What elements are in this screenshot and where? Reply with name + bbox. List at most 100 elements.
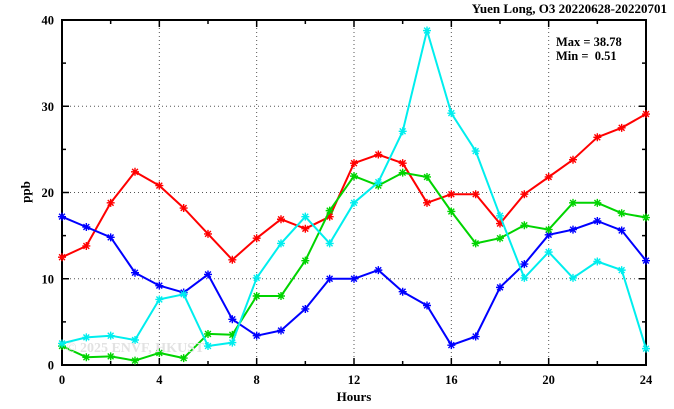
- x-tick-label-16: 16: [445, 373, 458, 387]
- series-cyan-marker-h17: [471, 147, 480, 156]
- tick-labels: 0 4 8 12 16 20 24 0 10 20 30 40: [42, 14, 654, 388]
- series-blue-marker-h2: [106, 233, 115, 242]
- series-green-marker-h3: [131, 356, 139, 365]
- series-blue-marker-h7: [228, 315, 237, 324]
- x-axis-label: Hours: [337, 389, 372, 404]
- series-blue-marker-h24: [642, 256, 650, 265]
- series-red-marker-h16: [447, 190, 456, 199]
- series-cyan-marker-h9: [277, 239, 285, 248]
- series-red-marker-h11: [325, 212, 334, 221]
- series-cyan-marker-h18: [496, 211, 504, 220]
- y-tick-label-0: 0: [48, 359, 54, 373]
- series-blue-marker-h4: [155, 281, 164, 290]
- series-green-marker-h7: [228, 330, 237, 339]
- series-red-marker-h2: [106, 198, 115, 207]
- series-red-marker-h9: [277, 215, 285, 224]
- y-tick-label-10: 10: [42, 272, 55, 286]
- max-value-label: Max = 38.78: [556, 35, 622, 49]
- series-green-marker-h4: [155, 348, 164, 357]
- series-blue-marker-h20: [544, 230, 553, 239]
- series-cyan-marker-h16: [447, 109, 456, 118]
- series-green-marker-h21: [569, 198, 577, 207]
- series-red-marker-h18: [496, 219, 504, 228]
- y-tick-label-20: 20: [42, 186, 55, 200]
- series-blue-marker-h23: [617, 226, 626, 235]
- series-green-marker-h8: [252, 292, 261, 300]
- series-green-marker-h23: [617, 209, 626, 218]
- series-cyan-marker-h7: [228, 338, 237, 347]
- series-blue-marker-h13: [374, 266, 383, 275]
- series-red-marker-h23: [617, 123, 626, 132]
- series-red-marker-h19: [520, 190, 529, 199]
- series-cyan-marker-h11: [325, 239, 334, 248]
- series-blue-marker-h9: [277, 326, 285, 335]
- series-blue-marker-h8: [252, 331, 261, 340]
- watermark: © 2025 ENVF, HKUST: [66, 341, 205, 356]
- series-red-marker-h21: [569, 155, 577, 164]
- series-red-marker-h12: [350, 159, 358, 168]
- series-green-marker-h16: [447, 207, 456, 216]
- series-blue-marker-h3: [131, 268, 139, 277]
- chart-title: Yuen Long, O3 20220628-20220701: [472, 1, 667, 16]
- series-red-marker-h5: [179, 204, 188, 213]
- series-red-marker-h4: [155, 181, 164, 190]
- series-blue-marker-h19: [520, 260, 529, 269]
- series-red-marker-h3: [131, 167, 139, 176]
- series-blue-marker-h18: [496, 283, 504, 292]
- series-green-marker-h10: [301, 256, 310, 265]
- series-green-marker-h12: [350, 172, 358, 181]
- x-tick-label-8: 8: [254, 373, 260, 387]
- series-blue-marker-h22: [593, 216, 602, 225]
- series-cyan-marker-h4: [155, 295, 164, 304]
- series-cyan-marker-h21: [569, 273, 577, 282]
- x-tick-label-12: 12: [348, 373, 361, 387]
- series-blue-marker-h12: [350, 274, 358, 283]
- series-cyan-marker-h12: [350, 198, 358, 207]
- series-cyan-marker-h22: [593, 257, 602, 266]
- series-cyan-marker-h14: [398, 127, 407, 136]
- series-cyan-marker-h10: [301, 212, 310, 221]
- y-tick-label-30: 30: [42, 100, 55, 114]
- x-tick-label-24: 24: [640, 373, 653, 387]
- text-layer: © 2025 ENVF, HKUST Yuen Long, O3 2022062…: [18, 1, 667, 404]
- series-cyan-marker-h6: [204, 342, 212, 351]
- series-green-marker-h6: [204, 329, 212, 338]
- series-cyan-marker-h3: [131, 335, 139, 344]
- data-series: [58, 26, 650, 365]
- series-red-marker-h24: [642, 110, 650, 119]
- x-tick-label-0: 0: [59, 373, 65, 387]
- series-green-marker-h14: [398, 168, 407, 177]
- series-red-marker-h8: [252, 234, 261, 243]
- x-tick-label-20: 20: [542, 373, 555, 387]
- series-cyan-marker-h0: [58, 339, 66, 348]
- y-axis-label: ppb: [18, 181, 33, 203]
- series-blue-marker-h6: [204, 270, 212, 279]
- series-cyan-marker-h23: [617, 266, 626, 275]
- series-green-marker-h24: [642, 213, 650, 222]
- series-green-marker-h1: [82, 353, 91, 362]
- series-red-marker-h10: [301, 224, 310, 233]
- series-green-marker-h22: [593, 198, 602, 207]
- series-green-marker-h15: [423, 172, 431, 181]
- series-red-line: [61, 113, 647, 261]
- series-red-marker-h17: [471, 190, 480, 199]
- series-cyan-marker-h13: [374, 178, 383, 187]
- series-blue-marker-h11: [325, 274, 334, 283]
- series-cyan-marker-h8: [252, 273, 261, 282]
- series-blue-marker-h0: [58, 212, 66, 221]
- series-red-marker-h13: [374, 150, 383, 159]
- series-red-marker-h22: [593, 133, 602, 142]
- series-red-marker-h20: [544, 172, 553, 181]
- min-value-label: Min = 0.51: [556, 49, 617, 63]
- series-blue-marker-h21: [569, 225, 577, 234]
- series-blue-marker-h10: [301, 304, 310, 313]
- series-blue-marker-h16: [447, 341, 456, 350]
- series-green-marker-h2: [106, 352, 115, 361]
- series-cyan-marker-h2: [106, 331, 115, 340]
- series-cyan-marker-h1: [82, 333, 91, 342]
- series-green-marker-h19: [520, 221, 529, 230]
- series-cyan-marker-h24: [642, 344, 650, 353]
- series-cyan-marker-h15: [423, 26, 431, 35]
